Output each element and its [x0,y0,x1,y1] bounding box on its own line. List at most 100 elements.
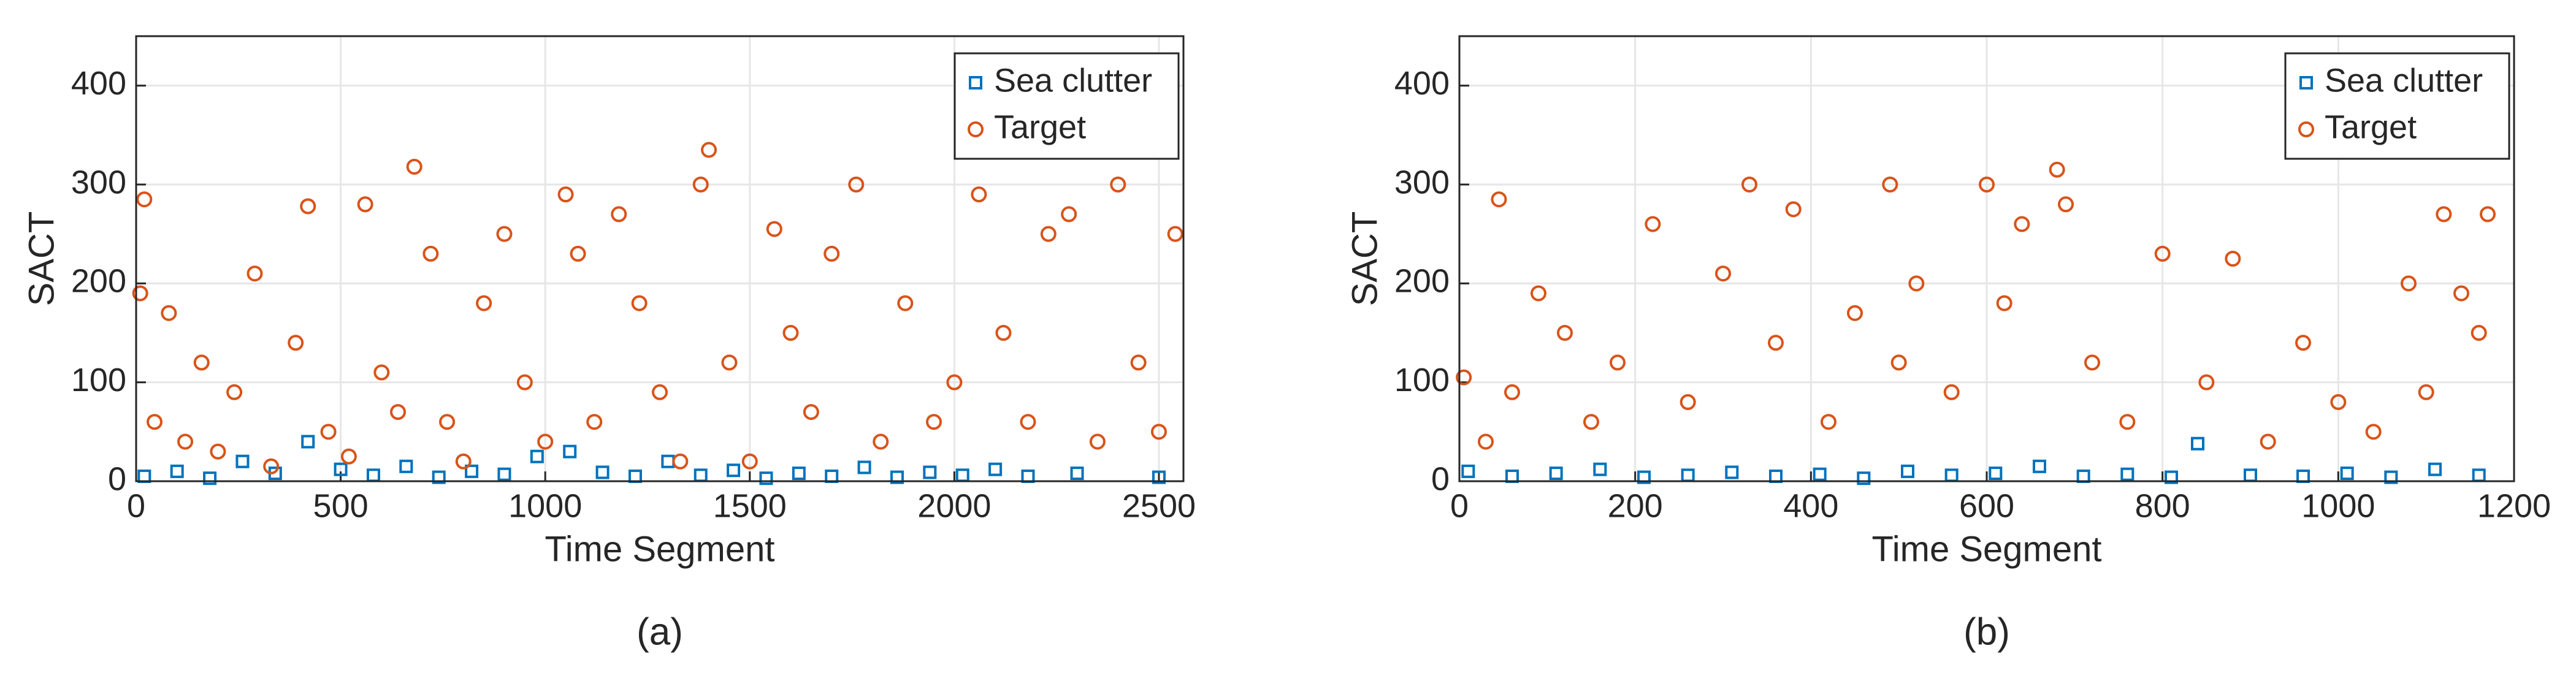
marker-circle [1890,354,1907,371]
marker-circle [1882,177,1898,192]
marker-square [857,460,871,474]
marker-circle [1610,354,1626,371]
plot-frame [1458,35,2515,482]
y-tick-label: 100 [71,362,126,398]
x-tick-label: 1500 [713,487,787,524]
marker-square [2033,459,2046,473]
legend-label: Target [994,109,1086,145]
marker-circle [1456,369,1472,386]
marker-square [969,76,982,90]
marker-circle [1020,414,1036,430]
marker-circle [1150,424,1167,440]
marker-circle [390,404,406,421]
marker-circle [1979,177,1995,192]
marker-circle [455,453,472,470]
marker-square [1857,471,1871,486]
marker-circle [132,285,148,302]
marker-circle [476,295,492,311]
x-tick-label: 1200 [2477,487,2551,524]
marker-square [170,464,184,478]
x-tick-label: 500 [313,487,369,524]
marker-circle [177,433,194,450]
marker-circle [1785,201,1802,218]
marker-circle [1491,191,1507,208]
marker-circle [2084,354,2100,371]
marker-circle [968,121,984,137]
marker-square [2120,467,2135,481]
marker-circle [1996,295,2012,311]
marker-circle [2049,161,2065,178]
marker-circle [2480,206,2496,223]
marker-circle [2225,251,2241,267]
marker-circle [672,453,689,470]
marker-circle [1167,226,1183,242]
x-tick-label: 2000 [917,487,991,524]
marker-circle [1089,433,1106,450]
marker-square [890,470,904,484]
marker-circle [1768,335,1784,351]
marker-circle [1583,414,1599,430]
marker-circle [439,414,456,430]
marker-circle [824,245,840,262]
marker-square [988,462,1003,476]
marker-square [334,462,348,476]
marker-circle [692,177,709,192]
marker-square [2340,467,2354,481]
marker-circle [1110,177,1126,192]
plot-frame [135,35,1185,482]
marker-circle [247,265,263,282]
marker-circle [2330,394,2347,410]
marker-circle [1504,384,1520,400]
marker-square [235,454,250,468]
marker-circle [1821,414,1836,430]
marker-circle [2418,384,2434,400]
marker-circle [2365,424,2382,440]
marker-circle [288,335,304,351]
marker-circle [995,325,1012,341]
marker-square [1813,467,1827,481]
y-tick-label: 300 [71,164,126,200]
marker-circle [2198,374,2215,390]
marker-square [1593,462,1607,476]
y-axis-label: SACT [1345,211,1385,307]
x-tick-label: 600 [1959,487,2014,524]
marker-circle [766,221,782,237]
caption: (a) [636,611,683,653]
marker-circle [2471,325,2487,341]
marker-circle [782,325,799,341]
marker-square [595,465,610,479]
y-tick-label: 400 [71,65,126,102]
marker-circle [1531,285,1546,302]
marker-circle [2154,245,2171,262]
marker-circle [1943,384,1960,400]
marker-square [1989,467,2003,481]
marker-circle [1061,206,1077,223]
legend-label: Sea clutter [2325,62,2483,99]
marker-circle [1908,275,1925,292]
marker-circle [741,453,758,470]
marker-square [465,464,479,478]
marker-circle [226,384,243,400]
marker-circle [946,374,963,390]
marker-square [2191,436,2204,451]
marker-circle [652,384,668,400]
marker-circle [300,198,316,215]
marker-circle [2058,196,2074,213]
marker-circle [2260,433,2276,450]
marker-circle [1557,325,1573,341]
marker-square [2384,470,2398,484]
marker-square [2428,462,2442,476]
marker-circle [2436,206,2452,223]
y-tick-label: 0 [108,460,126,497]
x-tick-label: 400 [1783,487,1838,524]
legend-box [954,52,1180,160]
x-axis-label: Time Segment [1872,529,2102,569]
marker-circle [357,196,373,213]
marker-circle [570,245,586,262]
marker-square [1549,467,1563,481]
marker-circle [611,206,627,223]
caption: (b) [1963,611,2010,653]
marker-square [792,467,806,481]
marker-circle [340,448,357,465]
